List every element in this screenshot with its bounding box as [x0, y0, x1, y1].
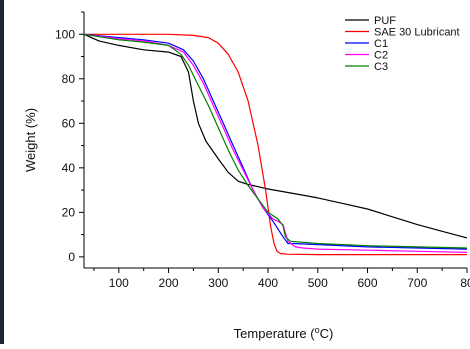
- series-line-puf: [83, 33, 468, 239]
- y-tick-label: 60: [62, 116, 76, 130]
- x-tick-label: 700: [407, 276, 427, 290]
- y-axis-title: Weight (%): [23, 108, 38, 172]
- legend-label-sae-30-lubricant: SAE 30 Lubricant: [374, 27, 460, 39]
- x-tick-label: 80: [460, 276, 470, 290]
- x-tick-label: 200: [159, 276, 179, 290]
- legend-label-puf: PUF: [374, 15, 396, 27]
- series-line-c3: [83, 33, 468, 249]
- series-line-c1: [83, 33, 468, 250]
- legend-label-c3: C3: [374, 61, 388, 73]
- y-tick-label: 80: [62, 72, 76, 86]
- series-line-c2: [83, 33, 468, 253]
- series-layer: [83, 33, 468, 256]
- x-tick-label: 100: [109, 276, 129, 290]
- y-tick-label: 0: [68, 250, 75, 264]
- x-axis-title-main: Temperature (: [234, 326, 316, 341]
- x-axis-title: Temperature (oC): [234, 325, 334, 341]
- x-tick-label: 500: [308, 276, 328, 290]
- x-tick-label: 300: [208, 276, 228, 290]
- y-tick-label: 20: [62, 205, 76, 219]
- x-tick-label: 400: [258, 276, 278, 290]
- x-axis-title-sup: o: [315, 325, 320, 335]
- legend-label-c2: C2: [374, 50, 388, 62]
- x-tick-label: 600: [358, 276, 378, 290]
- y-tick-label: 100: [55, 27, 75, 41]
- series-line-sae-30-lubricant: [84, 33, 467, 256]
- legend-label-c1: C1: [374, 38, 388, 50]
- x-axis-title-unit: C): [320, 326, 334, 341]
- axes-layer: 10020030040050060070080020406080100: [55, 11, 470, 290]
- y-tick-label: 40: [62, 161, 76, 175]
- left-edge-bar: [0, 0, 4, 344]
